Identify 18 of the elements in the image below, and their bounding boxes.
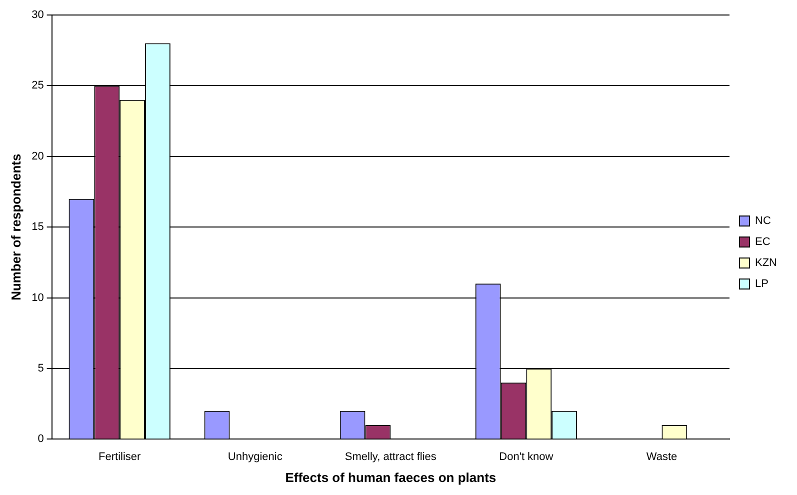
legend-label: EC <box>755 236 770 248</box>
y-tick-label: 5 <box>38 362 44 375</box>
y-tick-label: 25 <box>32 80 44 92</box>
y-tick-label: 30 <box>32 9 44 22</box>
x-tick-label: Don't know <box>499 450 554 463</box>
y-axis-title: Number of respondents <box>8 154 24 300</box>
x-tick-label: Unhygienic <box>228 450 283 463</box>
legend-label: LP <box>755 278 768 290</box>
legend-label: KZN <box>755 257 778 270</box>
y-tick-label: 20 <box>32 150 44 162</box>
y-tick-label: 10 <box>32 292 44 304</box>
x-tick-label: Waste <box>646 450 678 463</box>
x-axis-title: Effects of human faeces on plants <box>285 470 496 485</box>
x-tick-label: Smelly, attract flies <box>344 450 437 463</box>
y-tick-label: 0 <box>38 433 44 446</box>
y-tick-label: 15 <box>32 221 44 234</box>
x-tick-label: Fertiliser <box>98 450 142 463</box>
legend-label: NC <box>755 215 771 228</box>
